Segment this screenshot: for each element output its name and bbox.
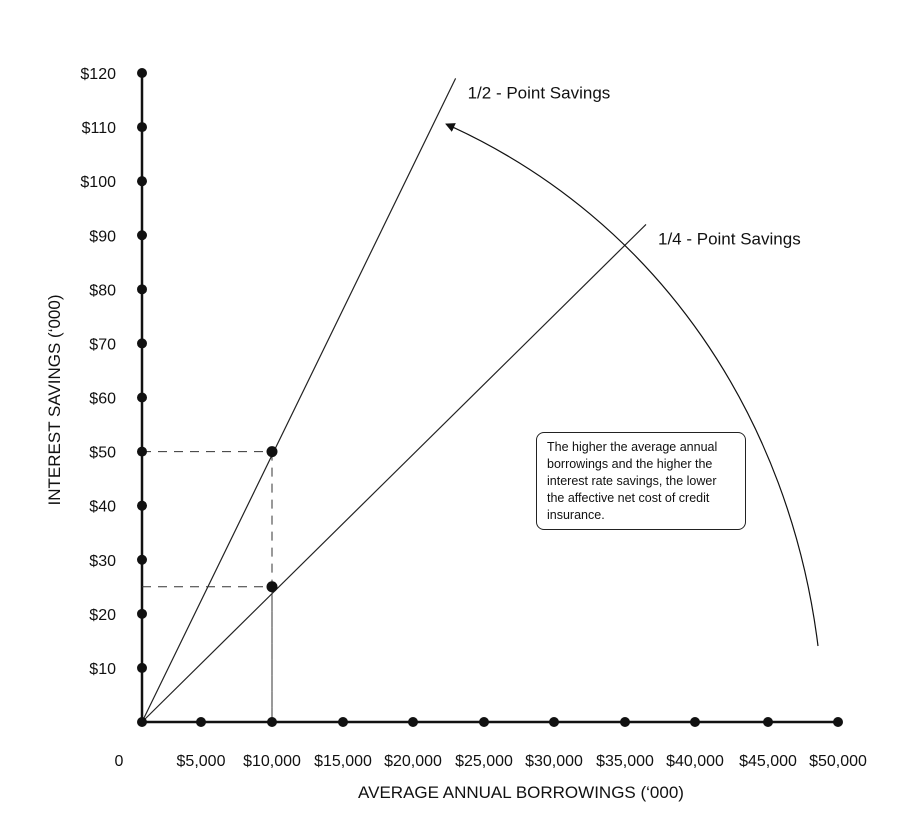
x-tick-label-3: $15,000 [314, 753, 372, 770]
x-tick-dot-9 [763, 717, 773, 727]
series-line-1 [141, 78, 457, 723]
y-tick-label-9: $90 [89, 228, 116, 245]
y-tick-label-2: $20 [89, 607, 116, 624]
x-axis-title: AVERAGE ANNUAL BORROWINGS (‘000) [358, 783, 684, 802]
x-tick-label-7: $35,000 [596, 753, 654, 770]
y-tick-label-8: $80 [89, 282, 116, 299]
y-tick-label-1: $10 [89, 661, 116, 678]
x-tick-label-8: $40,000 [666, 753, 724, 770]
highlight-points [266, 446, 278, 593]
y-tick-dot-1 [137, 662, 147, 673]
y-tick-label-4: $40 [89, 499, 116, 516]
curved-arrow [445, 123, 819, 647]
y-tick-dot-4 [137, 500, 147, 511]
y-tick-dot-8 [137, 284, 147, 295]
y-tick-dot-6 [137, 392, 147, 403]
y-tick-label-5: $50 [89, 445, 116, 462]
origin-dot [137, 717, 147, 727]
x-tick-label-4: $20,000 [384, 753, 442, 770]
highlight-point-2 [266, 581, 278, 593]
y-tick-label-12: $120 [80, 66, 116, 83]
x-tick-dot-4 [408, 717, 418, 727]
series-label-1: 1/2 - Point Savings [468, 83, 611, 102]
y-tick-dot-3 [137, 554, 147, 565]
annotation-box: The higher the average annual borrowings… [536, 432, 746, 530]
x-tick-dot-6 [549, 717, 559, 727]
y-tick-dot-5 [137, 446, 147, 457]
x-tick-dot-8 [690, 717, 700, 727]
x-tick-label-5: $25,000 [455, 753, 513, 770]
x-tick-label-6: $30,000 [525, 753, 583, 770]
x-tick-dot-10 [833, 717, 843, 727]
series-line-2 [141, 224, 647, 723]
series-label-2: 1/4 - Point Savings [658, 229, 801, 248]
y-tick-dot-10 [137, 176, 147, 187]
x-tick-dot-7 [620, 717, 630, 727]
y-tick-dot-7 [137, 338, 147, 349]
y-tick-label-7: $70 [89, 336, 116, 353]
highlight-point-1 [266, 446, 278, 458]
y-tick-dots [137, 68, 147, 673]
series-labels: 1/2 - Point Savings 1/4 - Point Savings [468, 83, 801, 248]
y-tick-label-11: $110 [82, 120, 117, 137]
x-tick-dot-2 [267, 717, 277, 727]
x-tick-label-2: $10,000 [243, 753, 301, 770]
y-axis-title: INTEREST SAVINGS (‘000) [45, 295, 64, 506]
x-tick-dots [137, 717, 843, 727]
y-tick-dot-11 [137, 122, 147, 133]
y-tick-dot-9 [137, 230, 147, 241]
x-tick-dot-1 [196, 717, 206, 727]
series-layer [141, 78, 647, 723]
x-tick-dot-3 [338, 717, 348, 727]
y-tick-label-10: $100 [80, 174, 116, 191]
x-tick-label-1: $5,000 [177, 753, 226, 770]
x-tick-labels: $5,000 $10,000 $15,000 $20,000 $25,000 $30,00… [177, 753, 867, 770]
x-tick-dot-5 [479, 717, 489, 727]
y-tick-dot-12 [137, 68, 147, 78]
y-tick-label-6: $60 [89, 391, 116, 408]
y-tick-dot-2 [137, 608, 147, 619]
y-tick-labels: $10 $20 $30 $40 $50 $60 $70 $80 $90 $100 $110 $120 [80, 66, 116, 678]
x-tick-label-9: $45,000 [739, 753, 797, 770]
origin-label: 0 [115, 753, 124, 770]
y-tick-label-3: $30 [89, 553, 116, 570]
x-tick-label-10: $50,000 [809, 753, 867, 770]
